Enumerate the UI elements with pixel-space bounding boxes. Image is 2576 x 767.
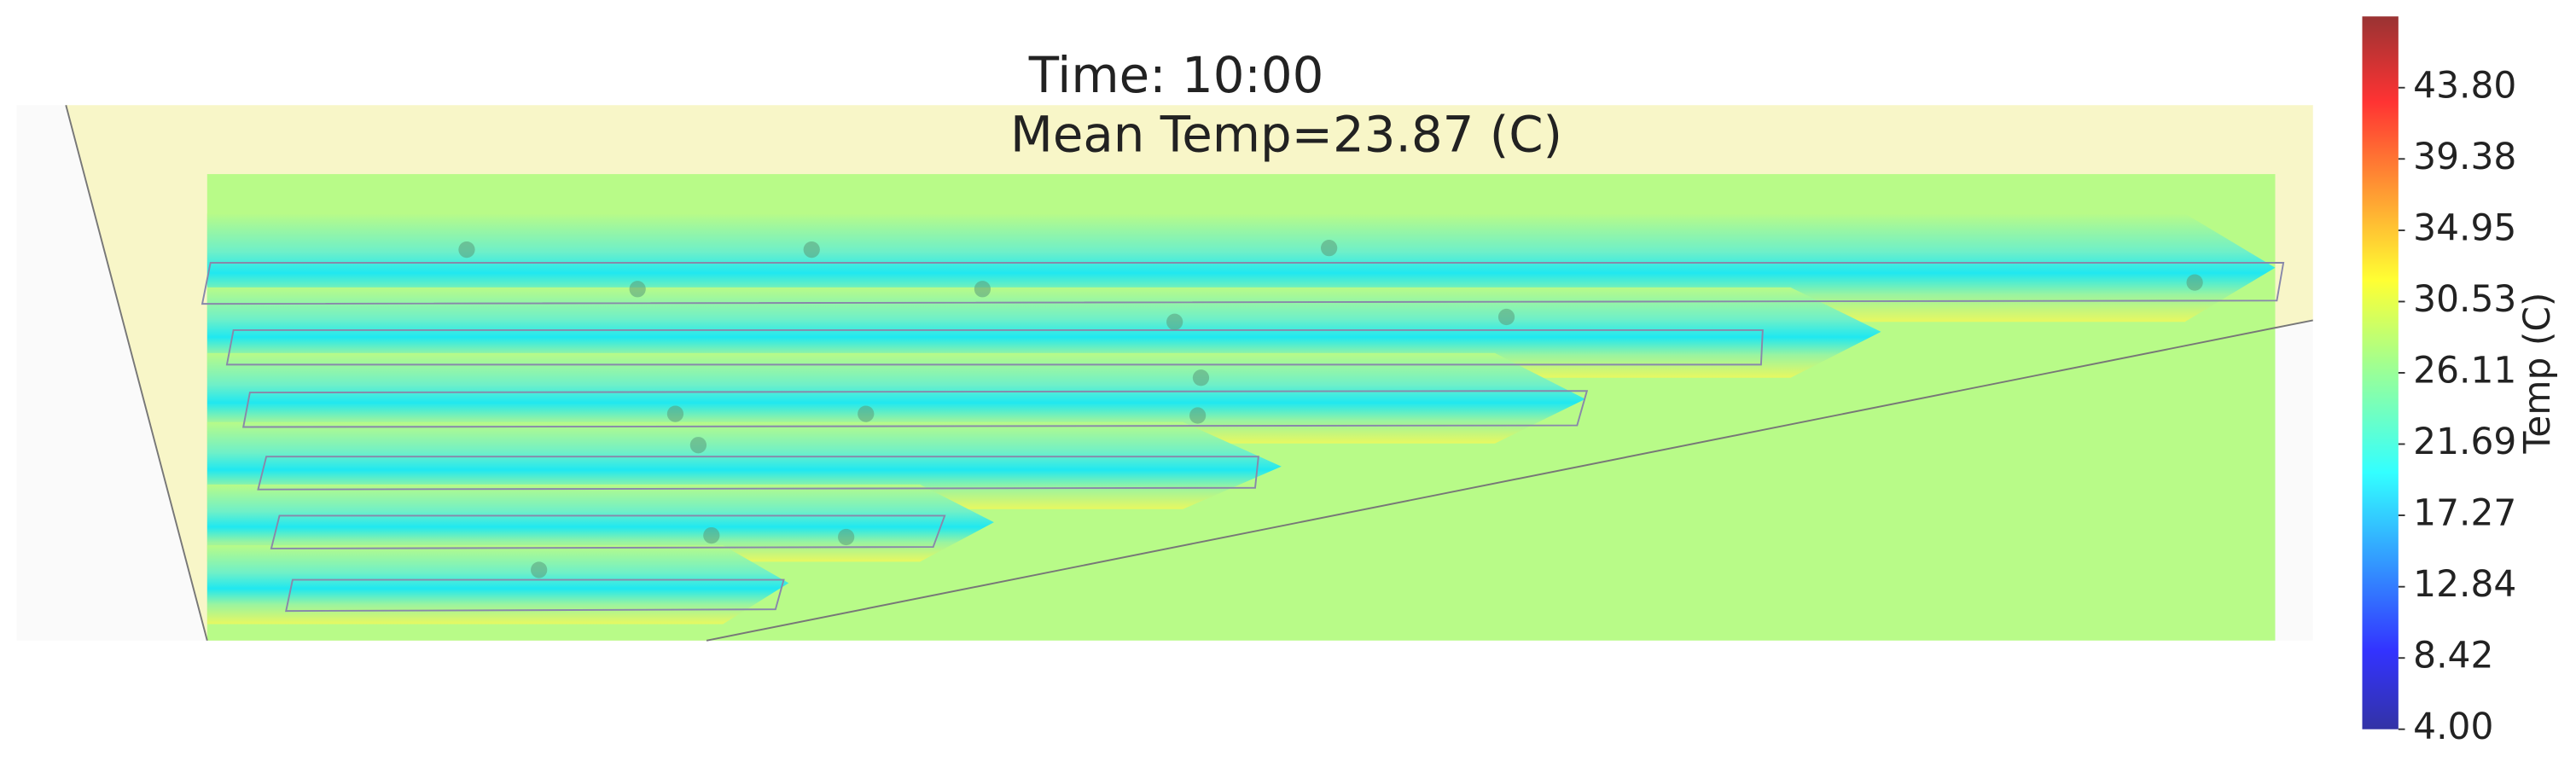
colorbar-tick-label: 8.42	[2413, 635, 2493, 677]
edge	[706, 319, 2313, 642]
rack	[285, 578, 785, 613]
sensor	[974, 281, 991, 298]
sensor	[629, 281, 646, 298]
strip	[206, 352, 1585, 444]
sensor	[458, 241, 475, 259]
colorbar-tick-label: 39.38	[2413, 136, 2516, 177]
colorbar-label: Temp (C)	[2516, 293, 2558, 455]
sensor	[1189, 407, 1207, 424]
chart-subtitle: Mean Temp=23.87 (C)	[1010, 105, 1562, 163]
sensors	[458, 240, 2203, 578]
sensor	[803, 241, 820, 259]
field	[16, 104, 2313, 642]
colorbar-tick-label: 43.80	[2413, 64, 2516, 106]
sensor	[703, 526, 720, 544]
rack	[242, 390, 1589, 428]
sensor	[838, 528, 855, 546]
colorbar-tick-label: 17.27	[2413, 492, 2516, 534]
rack	[225, 328, 1764, 366]
colorbar-tick-label: 4.00	[2413, 706, 2493, 747]
colorbar-tick-label: 30.53	[2413, 278, 2516, 320]
edge	[65, 104, 208, 642]
strip	[206, 545, 789, 625]
sensor	[1497, 308, 1515, 326]
sensor	[666, 405, 684, 422]
sensor	[1321, 240, 1338, 257]
colorbar-tick-label: 21.69	[2413, 421, 2516, 462]
sensor	[1166, 313, 1183, 330]
strip	[206, 484, 994, 562]
sensor	[1192, 369, 1210, 386]
rack	[257, 456, 1259, 491]
colorbar-tick-label: 34.95	[2413, 206, 2516, 248]
colorbar-tick-label: 26.11	[2413, 349, 2516, 391]
colorbar	[2362, 16, 2399, 729]
sensor	[2186, 274, 2203, 291]
racks	[201, 262, 2285, 613]
sensor	[531, 561, 548, 578]
sensor	[689, 437, 707, 454]
rack	[201, 262, 2285, 305]
sensor	[858, 405, 875, 422]
chart-title: Time: 10:00	[1028, 46, 1324, 104]
rack	[270, 514, 946, 549]
colorbar-tick-label: 12.84	[2413, 563, 2516, 605]
